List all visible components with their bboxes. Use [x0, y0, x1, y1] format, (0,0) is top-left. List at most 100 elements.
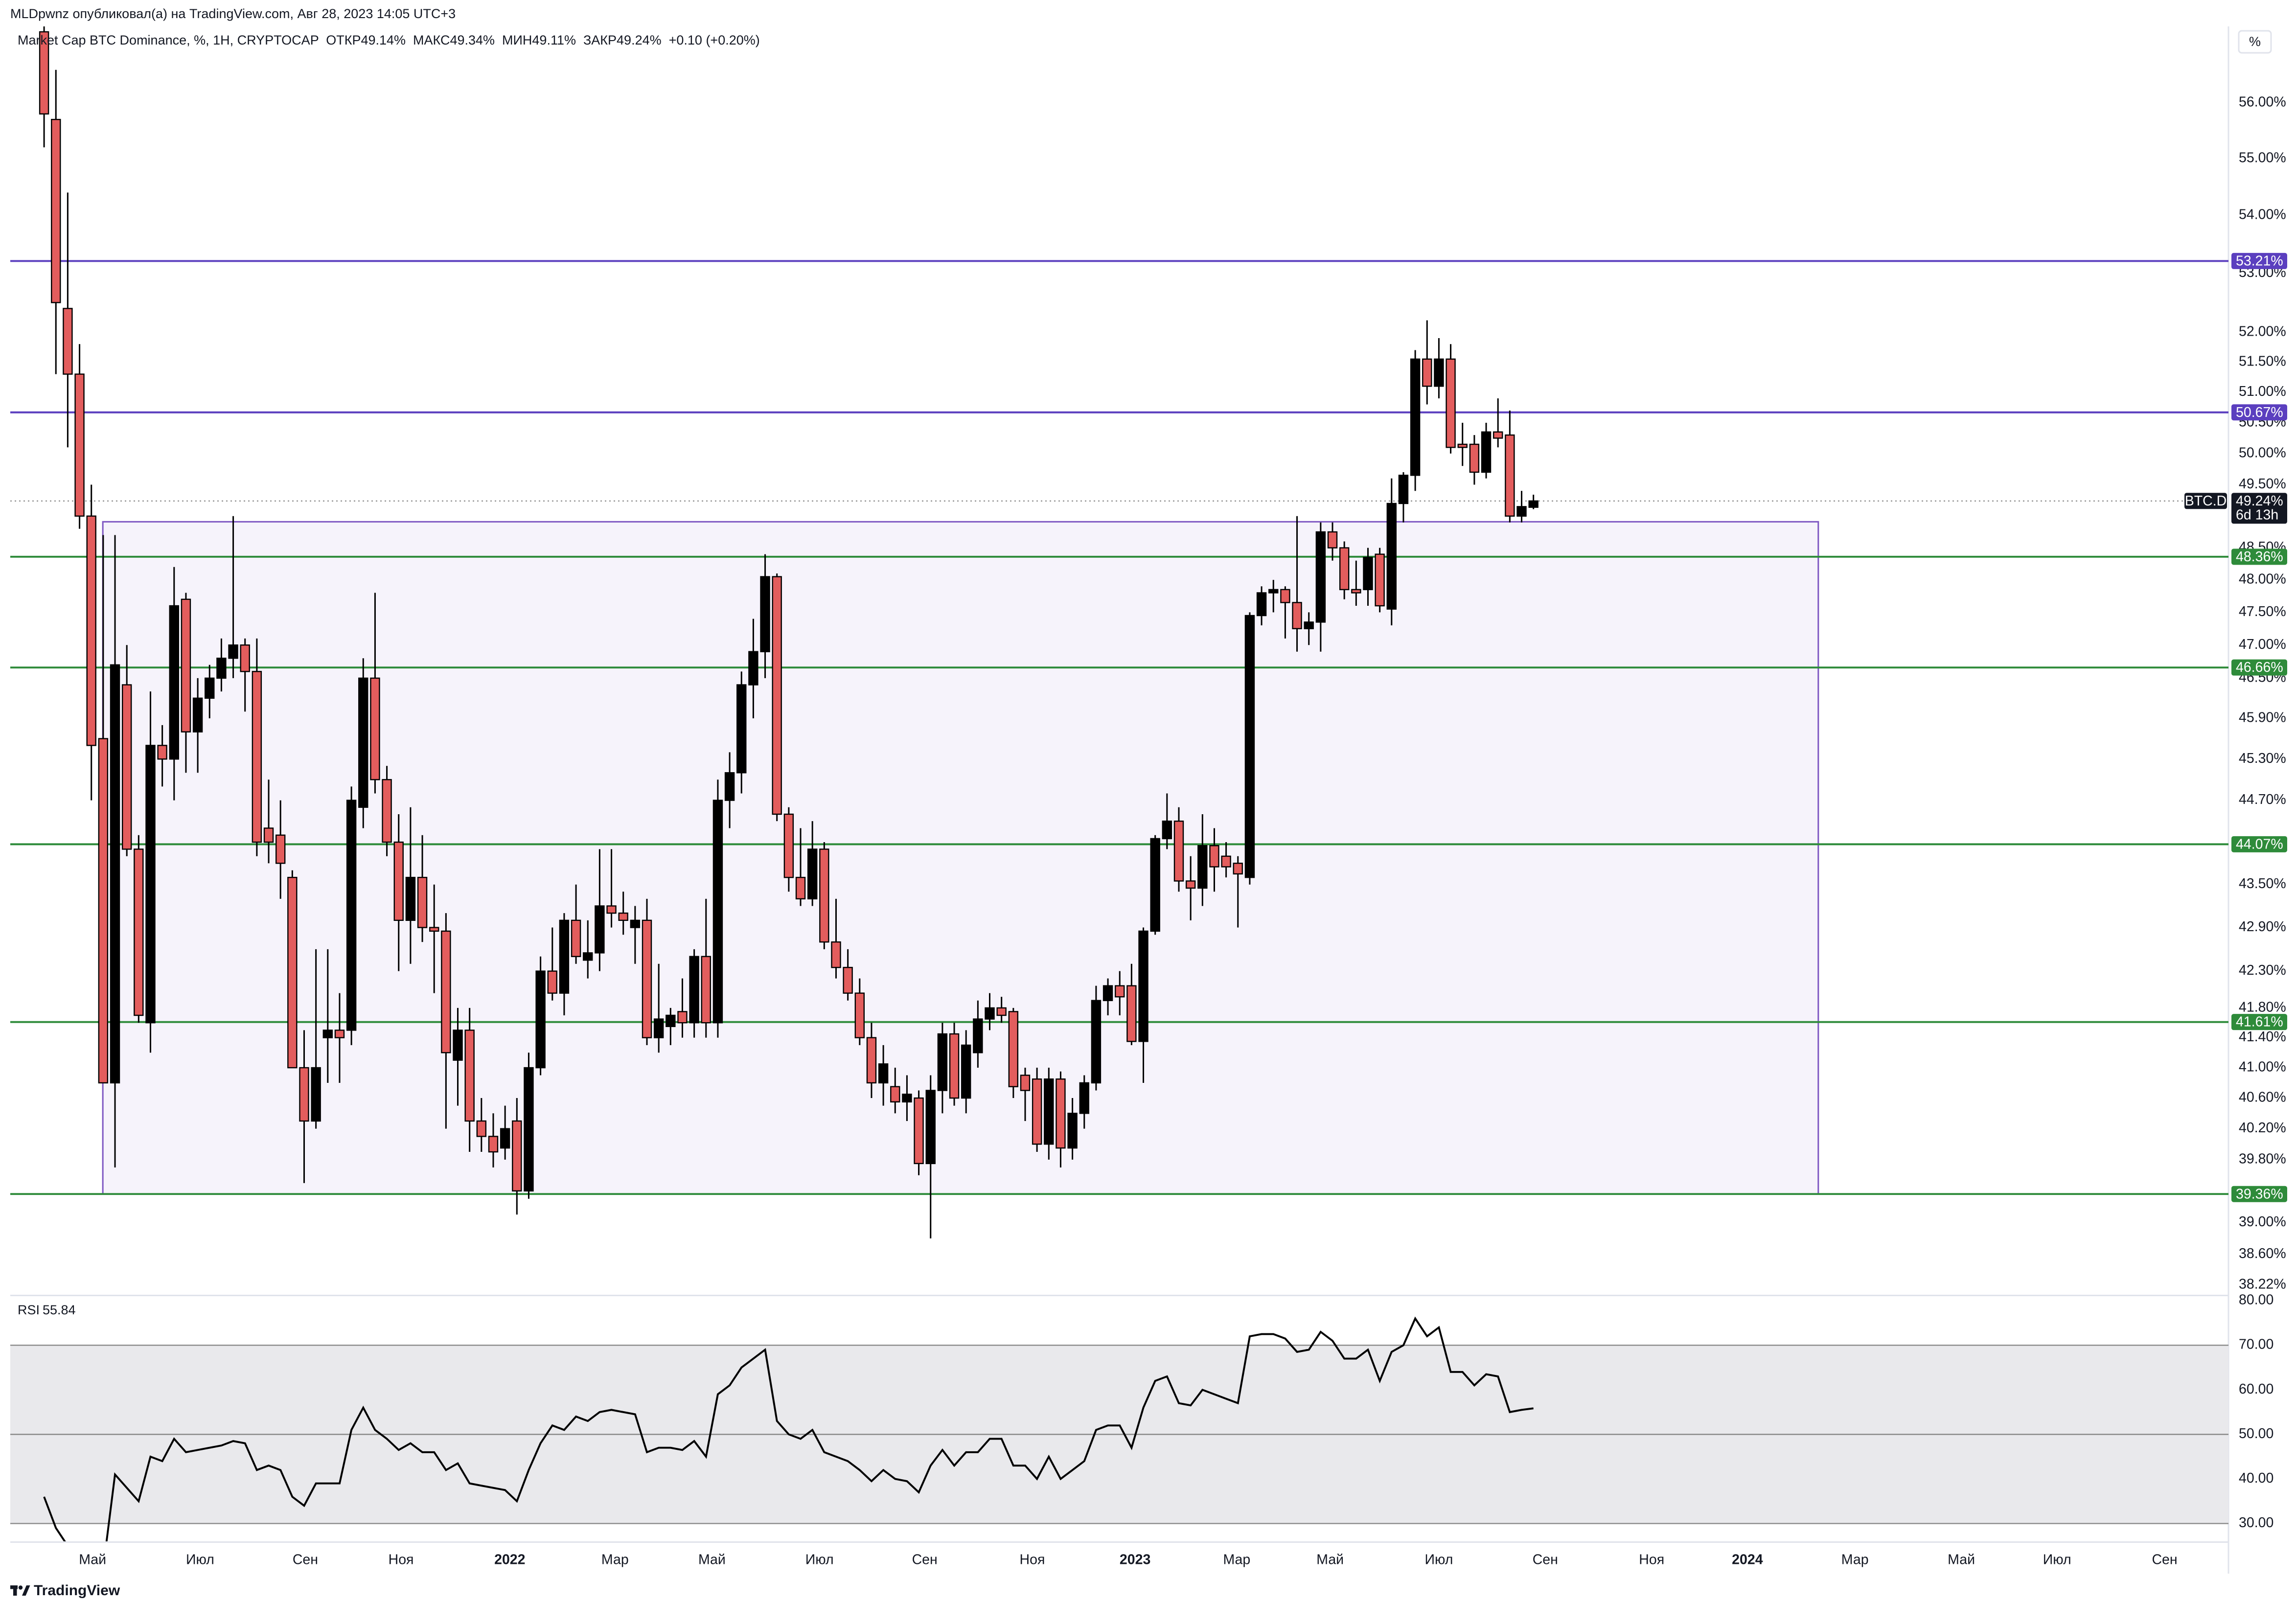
candle-body: [39, 31, 49, 114]
candle-body: [464, 1030, 475, 1122]
y-tick-label: 54.00%: [2239, 207, 2286, 223]
candle-body: [535, 970, 546, 1069]
y-tick-label: 44.70%: [2239, 792, 2286, 807]
candle-body: [1150, 838, 1160, 932]
candle-body: [914, 1097, 924, 1165]
brand-logo: [10, 1585, 30, 1596]
candle-body: [145, 745, 156, 1024]
candle-body: [1410, 358, 1421, 476]
axes: 56.00%55.00%54.00%53.00%52.00%51.50%51.0…: [79, 94, 2287, 1568]
candle-body: [1138, 930, 1148, 1042]
unit-button[interactable]: [2238, 30, 2272, 54]
candle-body: [1469, 443, 1480, 473]
candle-body: [1197, 845, 1208, 889]
x-tick-label: Мар: [1841, 1552, 1869, 1568]
candle-body: [937, 1033, 948, 1091]
candle-body: [134, 848, 144, 1016]
candle-body: [712, 800, 723, 1024]
candle-body: [1505, 434, 1515, 517]
level-label-bg: [2231, 404, 2287, 421]
candle-body: [1327, 531, 1338, 549]
y-tick-label: 51.00%: [2239, 384, 2286, 399]
candle-body: [121, 684, 132, 850]
level-label: 44.07%: [2236, 836, 2283, 852]
rsi-tick-label: 50.00: [2239, 1426, 2273, 1442]
candle-body: [263, 827, 274, 843]
rsi-last: 55.84: [43, 1303, 76, 1317]
candle-body: [843, 966, 853, 994]
candle-body: [1363, 556, 1373, 591]
unit-label[interactable]: %: [2249, 34, 2261, 49]
candle-body: [1292, 602, 1302, 629]
candle-body: [1173, 820, 1184, 882]
candle-body: [547, 970, 557, 994]
level-label-bg: [2231, 659, 2287, 676]
candle-body: [961, 1044, 971, 1099]
candle-body: [1422, 358, 1432, 387]
candle-body: [299, 1067, 309, 1122]
x-tick-label: 2022: [494, 1552, 525, 1568]
candle-body: [666, 1014, 676, 1027]
y-tick-label: 41.80%: [2239, 999, 2286, 1015]
candle-body: [1516, 506, 1527, 517]
candle-body: [370, 677, 380, 780]
x-tick-label: Ноя: [389, 1552, 414, 1568]
brand-name: TradingView: [34, 1582, 120, 1599]
candle-body: [689, 956, 699, 1024]
candle-body: [1446, 358, 1456, 448]
candle-body: [653, 1018, 664, 1038]
x-tick-label: Сен: [1533, 1552, 1558, 1568]
candle-body: [559, 919, 570, 994]
candle-body: [1102, 985, 1113, 1001]
candle-body: [807, 848, 818, 900]
x-tick-label: 2024: [1732, 1552, 1763, 1568]
y-tick-label: 49.50%: [2239, 476, 2286, 492]
x-tick-label: Сен: [293, 1552, 318, 1568]
candle-body: [760, 576, 770, 652]
x-tick-label: Июл: [1424, 1552, 1453, 1568]
y-tick-label: 40.20%: [2239, 1120, 2286, 1136]
candle-body: [925, 1090, 936, 1165]
x-tick-label: Мар: [601, 1552, 629, 1568]
rsi-tick-label: 70.00: [2239, 1337, 2273, 1352]
y-tick-label: 41.00%: [2239, 1059, 2286, 1075]
countdown-label: 6d 13h: [2236, 507, 2278, 523]
candle-body: [453, 1030, 463, 1061]
candle-body: [1244, 615, 1255, 878]
candle-body: [275, 834, 286, 864]
candle-body: [429, 927, 439, 932]
candle-body: [783, 813, 794, 878]
candle-body: [252, 671, 262, 843]
candle-body: [677, 1011, 688, 1024]
rsi-tick-label: 60.00: [2239, 1381, 2273, 1397]
candle-body: [74, 373, 85, 517]
level-label-bg: [2231, 836, 2287, 852]
y-tick-label: 51.50%: [2239, 354, 2286, 369]
candle-body: [441, 930, 451, 1053]
level-label-bg: [2231, 252, 2287, 269]
candle-body: [334, 1030, 345, 1038]
candle-body: [1008, 1011, 1019, 1087]
logo-part: [22, 1585, 30, 1596]
rsi-name: RSI: [18, 1303, 40, 1317]
x-tick-label: Мар: [1223, 1552, 1250, 1568]
candle-body: [524, 1067, 534, 1192]
rsi-tick-label: 30.00: [2239, 1515, 2273, 1531]
x-tick-label: Май: [698, 1552, 726, 1568]
x-tick-label: Ноя: [1020, 1552, 1045, 1568]
x-tick-label: Май: [79, 1552, 106, 1568]
candle-body: [1339, 547, 1350, 591]
candle-body: [831, 941, 841, 968]
candle-body: [98, 738, 109, 1084]
candle-body: [595, 905, 605, 954]
candle-body: [417, 876, 428, 928]
candle-body: [1434, 358, 1444, 387]
y-tick-label: 56.00%: [2239, 94, 2286, 110]
candle-body: [618, 912, 628, 921]
candle-body: [51, 118, 61, 303]
y-tick-label: 42.90%: [2239, 919, 2286, 935]
y-tick-label: 47.00%: [2239, 637, 2286, 652]
logo-part: [18, 1585, 23, 1590]
